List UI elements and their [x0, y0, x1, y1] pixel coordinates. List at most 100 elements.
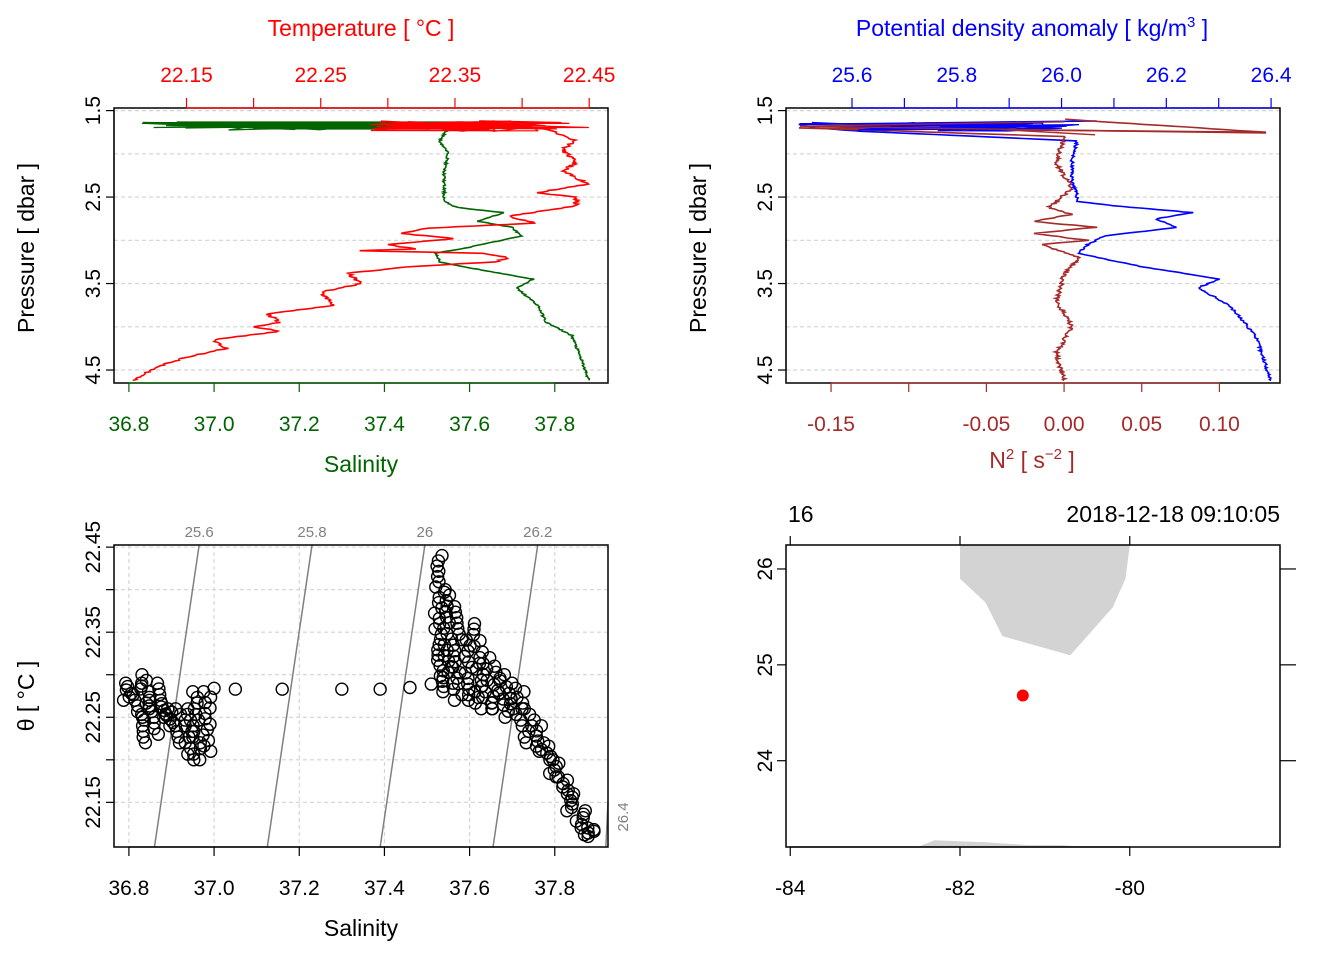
latitude-tick-label: 24 [754, 749, 777, 773]
temperature-axis-title: Temperature [ °C ] [268, 15, 455, 41]
n2-title-superscript-2: −2 [1045, 446, 1062, 463]
panel-map: -84 -82 -80 24 25 26 16 2018-12-18 09:10:05 [754, 501, 1296, 900]
pressure-tick-label: 1.5 [754, 96, 777, 125]
ts-point [451, 622, 465, 636]
ts-point [165, 705, 179, 719]
land-polygon [960, 545, 1130, 656]
ts-theta-axis-title: θ [ °C ] [13, 661, 39, 732]
ts-point [207, 681, 221, 696]
pressure-axis-title: Pressure [ dbar ] [685, 163, 711, 333]
salinity-tick-label: 37.0 [194, 413, 235, 436]
n2-tick-label: -0.15 [807, 413, 855, 436]
ts-point [467, 617, 482, 631]
longitude-tick-label: -82 [945, 877, 975, 900]
pressure-tick-label: 2.5 [754, 182, 777, 211]
ts-point [118, 676, 133, 690]
ts-point [448, 605, 463, 619]
n2-title-superscript: 2 [1006, 446, 1014, 463]
isopycnal-label: 26.2 [523, 524, 552, 541]
panel-profile-rho: 1.5 2.5 3.5 4.5 25.6 25.8 26.0 26.2 26.4 -0.15 -0.… [685, 14, 1292, 473]
ts-point [431, 653, 445, 667]
temperature-tick-label: 22.45 [563, 64, 616, 87]
pressure-tick-label: 1.5 [82, 96, 105, 125]
ts-point [505, 676, 519, 690]
land-polygon [917, 840, 1088, 847]
salinity-tick-label: 37.4 [364, 877, 405, 900]
ts-point [228, 682, 243, 696]
n2-surface-spike [799, 121, 1267, 136]
ts-point [432, 564, 446, 578]
isopycnal-label: 25.8 [297, 524, 326, 541]
density-line [798, 120, 1272, 382]
density-title-main: Potential density anomaly [ kg/m [856, 15, 1187, 41]
ts-point [517, 702, 531, 716]
ts-point [430, 569, 445, 584]
ts-point [137, 713, 151, 727]
pressure-grid [786, 109, 1280, 371]
pressure-tick-label: 3.5 [754, 269, 777, 298]
ts-point [473, 634, 487, 648]
n2-line [798, 118, 1267, 382]
panel-ts-diagram: 25.6 25.8 26 26.226.4 36.8 37.0 37.2 37.4 37.6 3… [13, 521, 632, 941]
longitude-tick-label: -80 [1115, 877, 1145, 900]
ts-point [587, 822, 601, 837]
n2-tick-label: 0.05 [1121, 413, 1162, 436]
ts-point [448, 644, 462, 658]
temperature-line [132, 120, 591, 382]
theta-tick-label: 22.35 [82, 606, 105, 659]
density-tick-label: 25.8 [936, 64, 977, 87]
ts-point [373, 682, 387, 696]
temperature-surface-spikes [369, 120, 589, 132]
n2-tick-label: 0.10 [1199, 413, 1240, 436]
ts-point [335, 682, 349, 696]
salinity-tick-label: 37.8 [534, 877, 575, 900]
ts-point [556, 776, 570, 791]
ts-point [560, 773, 575, 787]
profile-rho-plot [798, 118, 1272, 382]
ts-point [489, 665, 503, 679]
ts-point [497, 668, 512, 682]
ts-point [447, 600, 462, 614]
n2-title-mid: [ s [1014, 447, 1045, 473]
density-title-end: ] [1195, 15, 1208, 41]
ts-point [534, 742, 549, 757]
ts-point [424, 677, 438, 691]
n2-title-main: N [989, 447, 1006, 473]
salinity-axis-title: Salinity [324, 451, 399, 477]
ts-point [462, 682, 476, 696]
isopycnal-label: 26.4 [615, 802, 632, 831]
density-tick-label: 26.2 [1146, 64, 1187, 87]
map-plot [917, 545, 1130, 847]
ts-point [186, 685, 200, 699]
theta-tick-label: 22.45 [82, 521, 105, 574]
salinity-tick-label: 37.6 [449, 877, 490, 900]
latitude-tick-label: 26 [754, 557, 777, 580]
density-surface-spikes [799, 121, 1080, 132]
ts-point [147, 710, 161, 724]
temperature-tick-label: 22.25 [294, 64, 347, 87]
density-tick-label: 26.0 [1041, 64, 1082, 87]
n2-title-end: ] [1062, 447, 1075, 473]
ts-point [150, 676, 165, 690]
temperature-tick-label: 22.15 [160, 64, 213, 87]
salinity-tick-label: 37.4 [364, 413, 405, 436]
ts-point [461, 688, 476, 702]
ts-point [193, 741, 208, 756]
density-axis-title: Potential density anomaly [ kg/m3 ] [856, 14, 1208, 41]
density-tick-label: 25.6 [832, 64, 873, 87]
salinity-tick-label: 37.2 [279, 877, 320, 900]
ts-point [537, 736, 551, 750]
ts-point [450, 616, 464, 630]
density-tick-label: 26.4 [1251, 64, 1292, 87]
ts-point [190, 696, 204, 710]
salinity-tick-label: 36.8 [108, 413, 149, 436]
ts-point [461, 693, 476, 707]
isopycnal-line [266, 544, 313, 848]
ts-point [549, 759, 563, 774]
ts-point [578, 804, 592, 818]
isopycnal-line [379, 544, 426, 848]
map-timestamp: 2018-12-18 09:10:05 [1066, 501, 1280, 527]
profile-ts-plot [132, 120, 591, 382]
